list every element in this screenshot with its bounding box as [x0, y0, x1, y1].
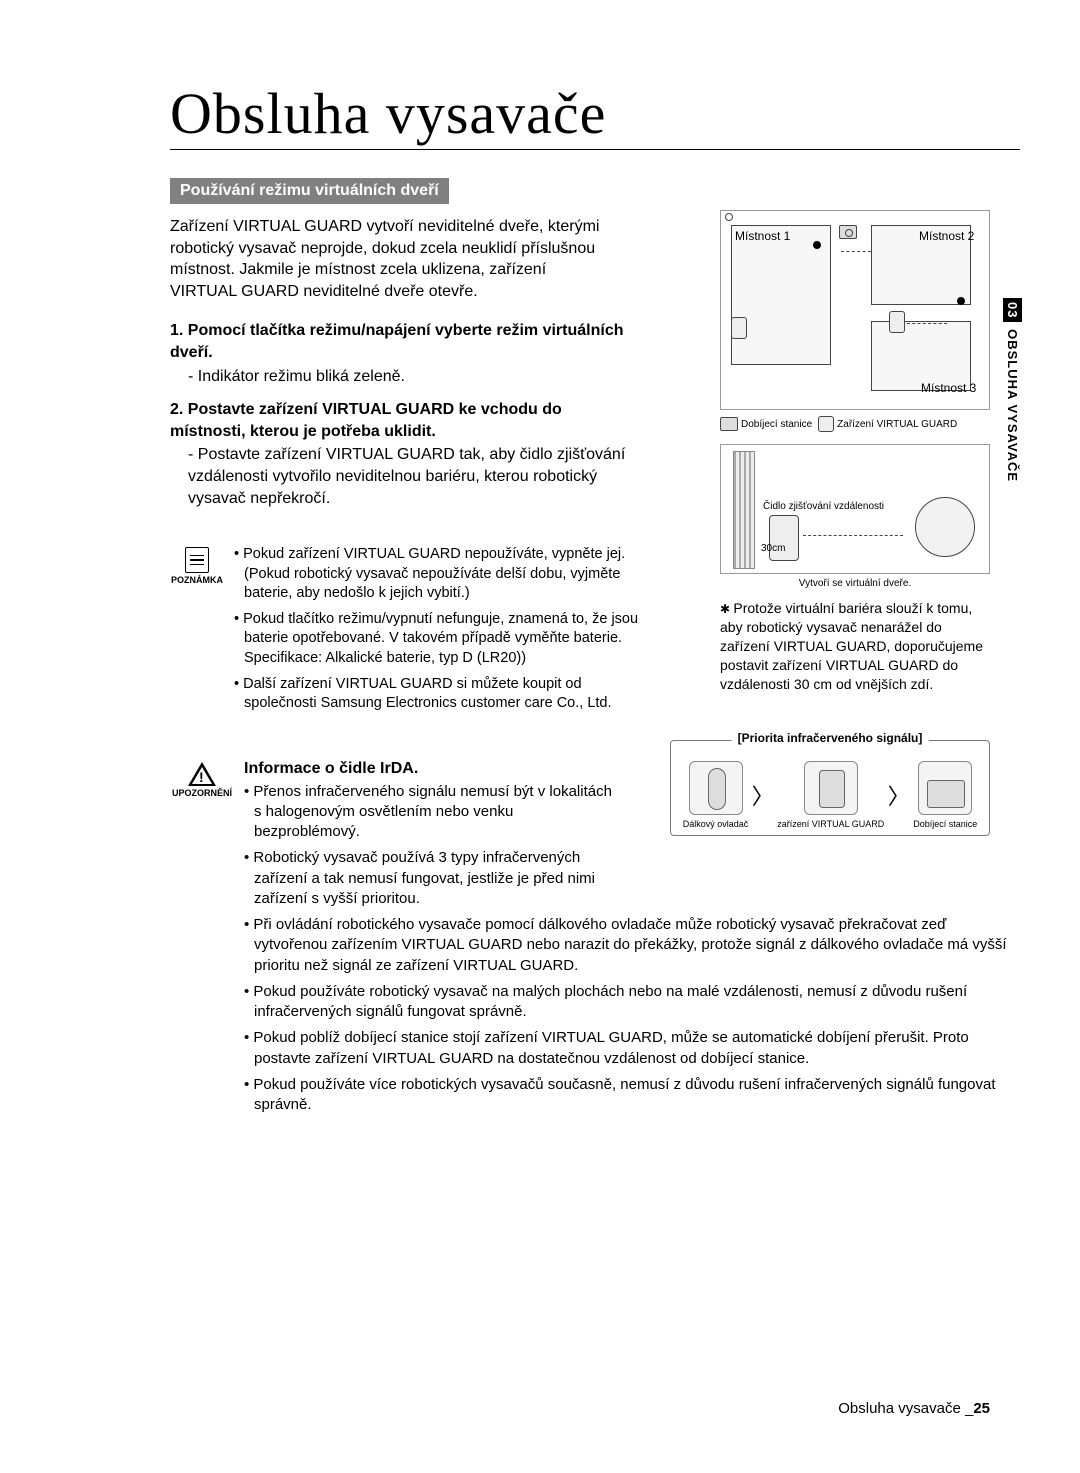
footer-text: Obsluha vysavače _ [838, 1400, 973, 1417]
step-1-sub: - Indikátor režimu bliká zeleně. [188, 366, 640, 388]
intro-paragraph: Zařízení VIRTUAL GUARD vytvoří neviditel… [170, 216, 610, 302]
dock-icon [720, 417, 738, 431]
dock-icon [918, 761, 972, 815]
warn-item: Robotický vysavač používá 3 typy infrače… [244, 848, 614, 909]
note-item: Pokud tlačítko režimu/vypnutí nefunguje,… [234, 610, 640, 669]
note-label: POZNÁMKA [171, 575, 223, 585]
priority-dock-label: Dobíjecí stanice [913, 819, 977, 829]
note-block: POZNÁMKA Pokud zařízení VIRTUAL GUARD ne… [170, 545, 640, 720]
warning-icon: ! [188, 762, 216, 786]
priority-title: [Priorita infračerveného signálu] [732, 731, 929, 745]
figure-distance: Čidlo zjišťování vzdálenosti 30cm [720, 444, 990, 574]
virtual-guard-icon [769, 515, 799, 561]
virtual-guard-icon [731, 317, 747, 339]
room-1-label: Místnost 1 [735, 229, 790, 243]
warn-item: Při ovládání robotického vysavače pomocí… [244, 915, 1020, 976]
section-heading: Používání režimu virtuálních dveří [170, 178, 449, 204]
note-item: Další zařízení VIRTUAL GUARD si můžete k… [234, 675, 640, 714]
legend-dock-label: Dobíjecí stanice [741, 419, 812, 430]
priority-box: [Priorita infračerveného signálu] Dálkov… [670, 740, 990, 836]
figure-legend: Dobíjecí stanice Zařízení VIRTUAL GUARD [720, 416, 990, 432]
legend-vg-label: Zařízení VIRTUAL GUARD [837, 419, 957, 430]
step-2-heading: 2. Postavte zařízení VIRTUAL GUARD ke vc… [170, 399, 640, 442]
room-3-label: Místnost 3 [921, 381, 976, 395]
step-list: 1. Pomocí tlačítka režimu/napájení vyber… [170, 320, 640, 509]
greater-than-icon: 〉 [752, 779, 774, 811]
note-icon [185, 547, 209, 573]
side-tab: 03 OBSLUHA VYSAVAČE [1003, 298, 1022, 482]
robot-icon [915, 497, 975, 557]
page-title: Obsluha vysavače [170, 80, 1020, 150]
figure-2-caption: Vytvoří se virtuální dveře. [720, 578, 990, 589]
aside-note: Protože virtuální bariéra slouží k tomu,… [720, 599, 990, 693]
priority-remote-label: Dálkový ovladač [683, 819, 749, 829]
greater-than-icon: 〉 [888, 779, 910, 811]
figure-column: Místnost 1 Místnost 2 Místnost 3 Dobíjec… [720, 210, 990, 693]
virtual-guard-icon [818, 416, 834, 432]
distance-label: 30cm [761, 543, 785, 554]
page-footer: Obsluha vysavače _25 [838, 1400, 990, 1417]
step-1-heading: 1. Pomocí tlačítka režimu/napájení vyber… [170, 320, 640, 363]
dock-icon [839, 225, 857, 239]
warn-item: Pokud poblíž dobíjecí stanice stojí zaří… [244, 1028, 1020, 1069]
step-2-sub: - Postavte zařízení VIRTUAL GUARD tak, a… [188, 444, 640, 509]
warn-item: Přenos infračerveného signálu nemusí být… [244, 782, 614, 843]
page-number: 25 [973, 1400, 990, 1417]
chapter-number: 03 [1003, 298, 1022, 322]
virtual-guard-icon [889, 311, 905, 333]
sensor-label: Čidlo zjišťování vzdálenosti [763, 501, 884, 512]
room-2-label: Místnost 2 [919, 229, 974, 243]
virtual-guard-icon [804, 761, 858, 815]
remote-icon [689, 761, 743, 815]
warn-item: Pokud používáte více robotických vysavač… [244, 1075, 1020, 1116]
note-item: Pokud zařízení VIRTUAL GUARD nepoužíváte… [234, 545, 640, 604]
figure-rooms: Místnost 1 Místnost 2 Místnost 3 [720, 210, 990, 410]
warning-label: UPOZORNĚNÍ [172, 788, 232, 798]
priority-vg-label: zařízení VIRTUAL GUARD [777, 819, 884, 829]
warn-item: Pokud používáte robotický vysavač na mal… [244, 982, 1020, 1023]
chapter-label: OBSLUHA VYSAVAČE [1005, 329, 1020, 482]
